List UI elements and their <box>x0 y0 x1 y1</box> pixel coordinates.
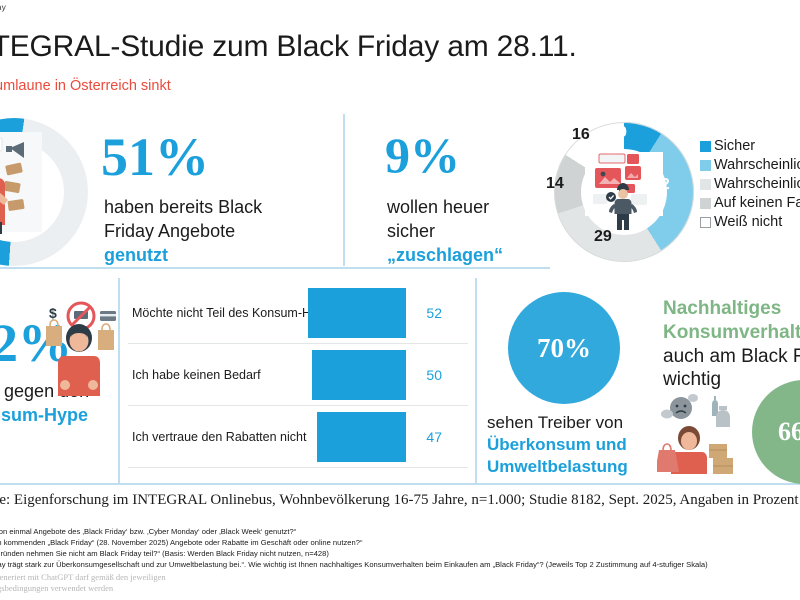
stat-driver-text: sehen Treiber von Überkonsum und Umweltb… <box>487 412 628 477</box>
page-title: INTEGRAL-Studie zum Black Friday am 28.1… <box>0 30 577 63</box>
stat-green-line1: Nachhaltiges <box>663 298 782 319</box>
legend-swatch-sicher <box>700 140 711 152</box>
bar-label: Ich vertraue den Rabatten nicht <box>132 429 307 444</box>
stat-sure-line1: wollen heuer <box>387 197 490 217</box>
bar-row: Ich habe keinen Bedarf 50 <box>128 344 468 406</box>
stat-used-line2: Friday Angebote <box>104 220 236 241</box>
stat-green-line4: wichtig <box>663 369 722 391</box>
stat-hype-accent: Konsum-Hype <box>0 404 89 425</box>
legend-label-wahrscheinlich-schon: Wahrscheinlich schon <box>714 157 800 173</box>
legend-label-weiss-nicht: Weiß nicht <box>714 214 783 230</box>
donut-label-sicher: 9 <box>618 124 627 141</box>
stat-sure-value: 9% <box>385 127 460 183</box>
legend-swatch-wahrscheinlich-nicht <box>700 178 711 190</box>
stat-driver-accent1: Überkonsum und <box>487 434 627 454</box>
stat-driver-accent2: Umweltbelastung <box>487 456 628 476</box>
kicker-label: Black Friday <box>0 2 6 12</box>
illustration-woman-offers <box>0 130 46 234</box>
legend-item-wahrscheinlich-schon: Wahrscheinlich schon <box>700 157 800 173</box>
donut-legend: Sicher Wahrscheinlich schon Wahrscheinli… <box>700 138 800 233</box>
circle-driver-value: 70% <box>508 292 620 404</box>
bar-value: 50 <box>426 366 442 383</box>
legend-item-weiss-nicht: Weiß nicht <box>700 214 800 230</box>
stat-green-line3: auch am Black Friday <box>663 345 800 367</box>
legend-item-auf-keinen-fall: Auf keinen Fall <box>700 195 800 211</box>
bar-fill <box>312 350 406 400</box>
legend-swatch-wahrscheinlich-schon <box>700 159 711 171</box>
legend-label-auf-keinen-fall: Auf keinen Fall <box>714 195 800 211</box>
footnote-4: 4) „Der Black Friday trägt stark zur Übe… <box>0 560 708 569</box>
legend-label-sicher: Sicher <box>714 138 756 154</box>
stat-sure-accent: „zuschlagen“ <box>387 244 504 265</box>
donut-label-wahrscheinlich-schon: 32 <box>652 176 670 193</box>
legend-label-wahrscheinlich-nicht: Wahrscheinlich nicht <box>714 176 800 192</box>
donut-label-wahrscheinlich-nicht: 29 <box>594 228 612 245</box>
bar-label: Möchte nicht Teil des Konsum-Hypes sein <box>132 305 364 320</box>
circle-green-label: 66% <box>778 417 800 446</box>
bar-fill <box>308 288 406 338</box>
stat-used-accent: genutzt <box>104 244 168 265</box>
bar-label: Ich habe keinen Bedarf <box>132 367 261 382</box>
divider-vertical-top <box>343 114 345 266</box>
donut-label-weiss-nicht: 16 <box>572 126 590 143</box>
stat-green-line2: Konsumverhalten <box>663 321 800 343</box>
page-subtitle: Konsumlaune in Österreich sinkt <box>0 78 171 94</box>
divider-horizontal-upper <box>0 267 550 269</box>
legend-swatch-weiss-nicht <box>700 216 711 228</box>
donut-label-auf-keinen-fall: 14 <box>546 175 564 192</box>
circle-green-value: 66% <box>752 380 800 484</box>
stat-used-line1: haben bereits Black <box>104 197 263 217</box>
svg-text:$: $ <box>49 305 57 321</box>
stat-sure-text: wollen heuer sicher „zuschlagen“ <box>387 196 503 267</box>
footnote-2: 2) „Werden Sie am kommenden „Black Frida… <box>0 538 363 547</box>
bar-row: Möchte nicht Teil des Konsum-Hypes sein … <box>128 282 468 344</box>
legend-item-sicher: Sicher <box>700 138 800 154</box>
bar-value: 47 <box>426 428 442 445</box>
stat-sure-line2: sicher <box>387 220 436 241</box>
illustration-no-shopping: $ <box>38 300 120 396</box>
stat-used-text: haben bereits Black Friday Angebote genu… <box>104 196 262 267</box>
divider-horizontal-lower <box>0 483 800 485</box>
illustration-person-screens <box>581 150 667 234</box>
bar-chart-reasons: Möchte nicht Teil des Konsum-Hypes sein … <box>128 282 468 468</box>
image-disclaimer-line2: Nutzungsbedingungen verwendet werden <box>0 583 114 594</box>
footnote-1: 1) „Haben Sie schon einmal Angebote des … <box>0 527 297 536</box>
image-disclaimer: Bilder generiert mit ChatGPT darf gemäß … <box>0 572 166 595</box>
bar-row: Ich vertraue den Rabatten nicht 47 <box>128 406 468 468</box>
divider-vertical-mid-right <box>475 278 477 483</box>
image-disclaimer-line1: Bilder generiert mit ChatGPT darf gemäß … <box>0 572 166 582</box>
bar-fill <box>317 412 406 462</box>
illustration-overconsumption <box>655 392 745 474</box>
footnote-3: 3) „Aus welchen Gründen nehmen Sie nicht… <box>0 549 329 558</box>
circle-driver-label: 70% <box>537 332 591 363</box>
stat-driver-line1: sehen Treiber von <box>487 413 624 432</box>
stat-used-value: 51% <box>101 127 209 187</box>
source-note: Quelle: Eigenforschung im INTEGRAL Onlin… <box>0 492 799 508</box>
legend-item-wahrscheinlich-nicht: Wahrscheinlich nicht <box>700 176 800 192</box>
legend-swatch-auf-keinen-fall <box>700 197 711 209</box>
divider-vertical-mid-left <box>118 278 120 483</box>
bar-value: 52 <box>426 304 442 321</box>
stat-green-heading: Nachhaltiges Konsumverhalten auch am Bla… <box>663 297 800 392</box>
